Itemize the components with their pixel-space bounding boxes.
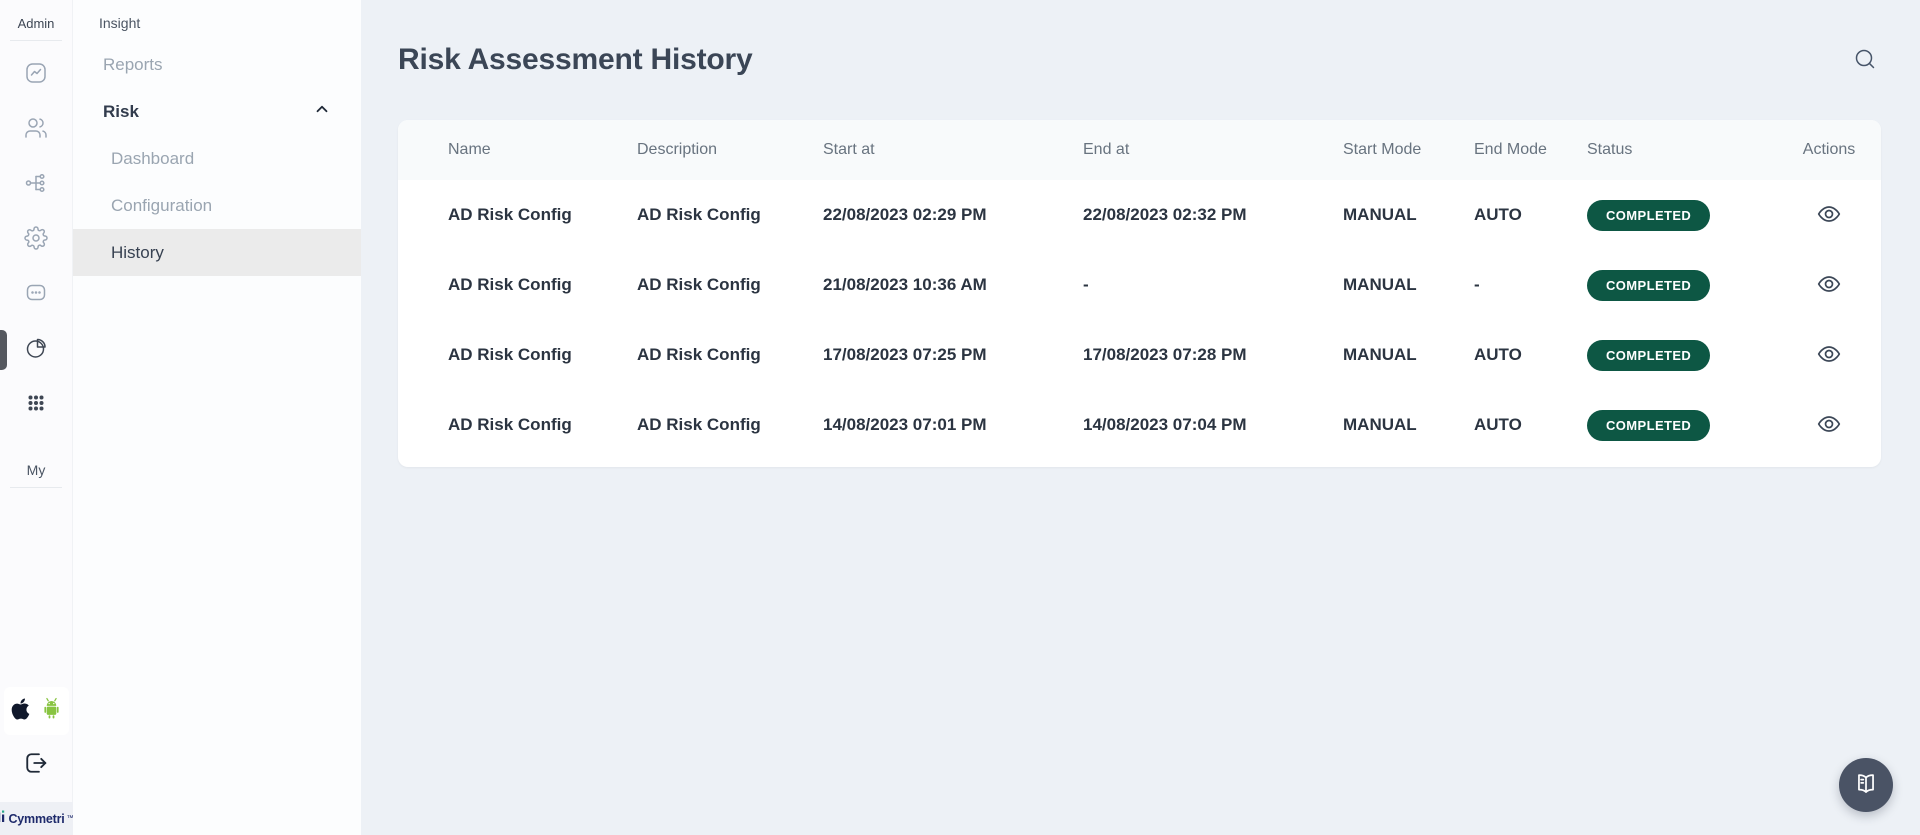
eye-icon bbox=[1816, 341, 1842, 370]
users-rail-button[interactable] bbox=[9, 102, 64, 157]
view-action-button[interactable] bbox=[1816, 341, 1842, 370]
sidebar-item-label: History bbox=[111, 242, 164, 262]
cell-start-at: 22/08/2023 02:29 PM bbox=[823, 205, 987, 224]
search-icon bbox=[1853, 49, 1877, 74]
cell-start-at: 17/08/2023 07:25 PM bbox=[823, 345, 987, 364]
table-row: AD Risk Config AD Risk Config 21/08/2023… bbox=[398, 250, 1881, 320]
view-action-button[interactable] bbox=[1816, 271, 1842, 300]
cell-name: AD Risk Config bbox=[448, 205, 572, 224]
eye-icon bbox=[1816, 271, 1842, 300]
column-header-status: Status bbox=[1587, 141, 1633, 158]
trend-chart-icon bbox=[24, 61, 48, 88]
sidebar-item-reports[interactable]: Reports bbox=[73, 41, 361, 88]
column-header-description: Description bbox=[637, 141, 718, 158]
settings-rail-button[interactable] bbox=[9, 212, 64, 267]
gear-icon bbox=[24, 226, 48, 253]
pie-chart-icon bbox=[24, 336, 48, 363]
hierarchy-rail-button[interactable] bbox=[9, 157, 64, 212]
rail-divider bbox=[10, 40, 62, 41]
column-header-name: Name bbox=[448, 141, 491, 158]
platform-links bbox=[3, 687, 69, 735]
table-row: AD Risk Config AD Risk Config 22/08/2023… bbox=[398, 180, 1881, 250]
sidebar-item-label: Risk bbox=[103, 101, 139, 121]
main-content: Risk Assessment History Name Description… bbox=[361, 0, 1920, 835]
brand-logo: Cymmetri ™ bbox=[0, 802, 74, 835]
cell-description: AD Risk Config bbox=[637, 205, 761, 224]
sidebar-item-label: Configuration bbox=[111, 195, 213, 215]
search-button[interactable] bbox=[1849, 43, 1881, 78]
sidebar-item-label: Dashboard bbox=[111, 148, 195, 168]
logout-button[interactable] bbox=[22, 749, 50, 780]
table-row: AD Risk Config AD Risk Config 14/08/2023… bbox=[398, 390, 1881, 460]
chat-icon bbox=[24, 281, 48, 308]
logo-trademark: ™ bbox=[66, 815, 74, 822]
cell-name: AD Risk Config bbox=[448, 345, 572, 364]
sidebar-item-dashboard[interactable]: Dashboard bbox=[73, 135, 361, 182]
cell-name: AD Risk Config bbox=[448, 415, 572, 434]
chat-rail-button[interactable] bbox=[9, 267, 64, 322]
icon-rail: Admin bbox=[0, 0, 74, 835]
cell-end-at: - bbox=[1083, 275, 1089, 294]
cell-start-at: 14/08/2023 07:01 PM bbox=[823, 415, 987, 434]
cell-description: AD Risk Config bbox=[637, 415, 761, 434]
cell-start-mode: MANUAL bbox=[1343, 275, 1417, 294]
chevron-up-icon bbox=[313, 100, 331, 123]
page-title: Risk Assessment History bbox=[398, 43, 753, 76]
cell-start-mode: MANUAL bbox=[1343, 415, 1417, 434]
cell-end-mode: AUTO bbox=[1474, 415, 1522, 434]
admin-section-label: Admin bbox=[17, 16, 55, 31]
drawer-handle[interactable] bbox=[0, 330, 7, 370]
column-header-start-at: Start at bbox=[823, 141, 875, 158]
logout-icon bbox=[22, 753, 50, 780]
status-badge: COMPLETED bbox=[1587, 199, 1711, 231]
status-badge: COMPLETED bbox=[1587, 339, 1711, 371]
cell-end-at: 17/08/2023 07:28 PM bbox=[1083, 345, 1247, 364]
cell-start-mode: MANUAL bbox=[1343, 345, 1417, 364]
cell-end-at: 14/08/2023 07:04 PM bbox=[1083, 415, 1247, 434]
cell-name: AD Risk Config bbox=[448, 275, 572, 294]
column-header-start-mode: Start Mode bbox=[1343, 141, 1422, 158]
sidebar-item-configuration[interactable]: Configuration bbox=[73, 182, 361, 229]
cymmetri-logo-text: Cymmetri bbox=[8, 811, 65, 826]
column-header-end-mode: End Mode bbox=[1474, 141, 1547, 158]
android-icon[interactable] bbox=[40, 696, 63, 726]
cell-end-mode: - bbox=[1474, 275, 1480, 294]
history-table-card: Name Description Start at End at Start M… bbox=[398, 120, 1881, 467]
cell-start-mode: MANUAL bbox=[1343, 205, 1417, 224]
column-header-end-at: End at bbox=[1083, 141, 1130, 158]
cell-start-at: 21/08/2023 10:36 AM bbox=[823, 275, 987, 294]
cymmetri-logo-mark bbox=[0, 810, 6, 828]
apps-grid-icon bbox=[25, 392, 47, 417]
sidebar-item-label: Reports bbox=[103, 54, 163, 74]
users-icon bbox=[24, 116, 48, 143]
status-badge: COMPLETED bbox=[1587, 409, 1711, 441]
cell-end-mode: AUTO bbox=[1474, 205, 1522, 224]
apple-icon[interactable] bbox=[10, 697, 31, 726]
sidebar-item-history[interactable]: History bbox=[73, 229, 361, 276]
eye-icon bbox=[1816, 201, 1842, 230]
sitemap-icon bbox=[24, 171, 48, 198]
table-header-row: Name Description Start at End at Start M… bbox=[398, 120, 1881, 180]
rail-divider-bottom bbox=[10, 487, 62, 488]
sidebar-item-risk[interactable]: Risk bbox=[73, 88, 361, 135]
sidebar-section-label: Insight bbox=[99, 15, 141, 31]
apps-rail-button[interactable] bbox=[9, 377, 64, 432]
cell-end-at: 22/08/2023 02:32 PM bbox=[1083, 205, 1247, 224]
risk-insight-rail-button[interactable] bbox=[9, 322, 64, 377]
eye-icon bbox=[1816, 411, 1842, 440]
insight-sidebar: Insight Reports Risk Dashboard Configura… bbox=[73, 0, 361, 835]
dashboard-rail-button[interactable] bbox=[9, 47, 64, 102]
view-action-button[interactable] bbox=[1816, 201, 1842, 230]
open-book-icon bbox=[1853, 771, 1879, 800]
view-action-button[interactable] bbox=[1816, 411, 1842, 440]
table-row: AD Risk Config AD Risk Config 17/08/2023… bbox=[398, 320, 1881, 390]
cell-description: AD Risk Config bbox=[637, 275, 761, 294]
docs-fab-button[interactable] bbox=[1839, 758, 1893, 812]
my-section-label: My bbox=[26, 462, 46, 478]
cell-description: AD Risk Config bbox=[637, 345, 761, 364]
cell-end-mode: AUTO bbox=[1474, 345, 1522, 364]
column-header-actions: Actions bbox=[1802, 141, 1856, 158]
status-badge: COMPLETED bbox=[1587, 269, 1711, 301]
